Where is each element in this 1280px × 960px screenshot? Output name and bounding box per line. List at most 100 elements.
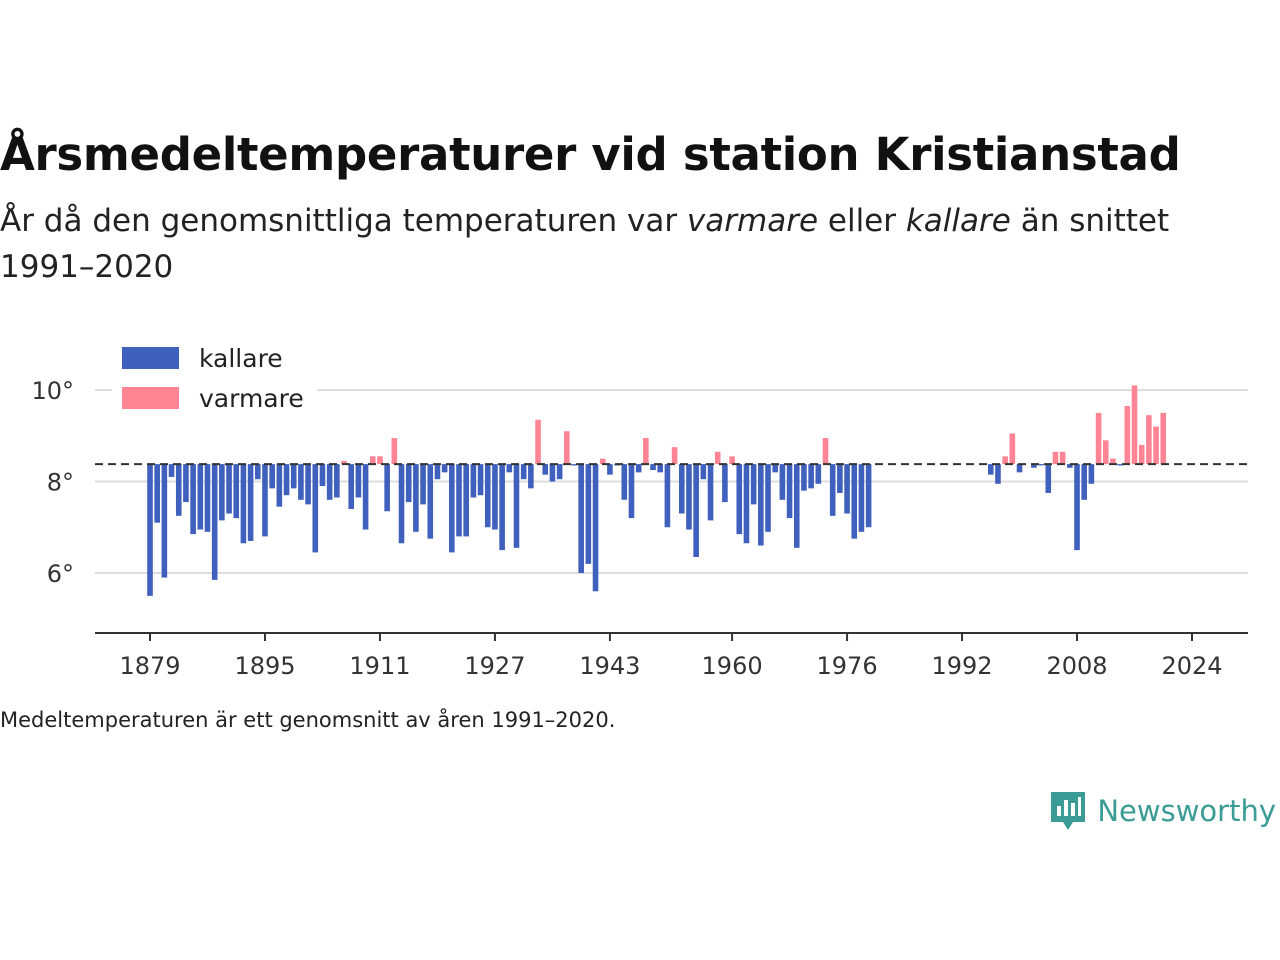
bar bbox=[197, 464, 204, 530]
bar bbox=[1074, 464, 1080, 551]
bar bbox=[1102, 440, 1109, 465]
bar bbox=[750, 464, 757, 505]
x-tick-label: 2024 bbox=[1161, 652, 1222, 680]
bar-chart: 6° 8° 10° 1879 1895 1911 1927 1943 1960 1976 1992 2… bbox=[31, 338, 1248, 680]
bar bbox=[729, 456, 735, 465]
bar bbox=[1016, 464, 1023, 473]
bar bbox=[686, 464, 692, 530]
bar bbox=[499, 464, 505, 551]
bar bbox=[815, 464, 822, 484]
bar bbox=[247, 464, 254, 541]
bar bbox=[722, 464, 728, 503]
bar bbox=[262, 464, 268, 537]
bar bbox=[585, 464, 592, 564]
footnote: Medeltemperaturen är ett genomsnitt av å… bbox=[0, 708, 616, 732]
bar bbox=[276, 464, 283, 507]
bar bbox=[650, 464, 656, 471]
legend-label-kallare: kallare bbox=[199, 344, 283, 373]
bar bbox=[592, 464, 599, 592]
bar bbox=[441, 464, 448, 473]
bar bbox=[599, 458, 606, 465]
bar bbox=[298, 464, 304, 500]
brand: Newsworthy bbox=[1049, 790, 1276, 832]
bar bbox=[1002, 456, 1008, 465]
bar bbox=[844, 464, 850, 514]
bar bbox=[312, 464, 319, 553]
bar bbox=[1160, 412, 1167, 465]
bar bbox=[1138, 444, 1145, 465]
bar bbox=[506, 464, 513, 473]
bar bbox=[657, 464, 664, 473]
bar bbox=[772, 464, 778, 473]
bar bbox=[535, 419, 541, 465]
bar bbox=[219, 464, 225, 521]
bar bbox=[470, 464, 477, 498]
bar bbox=[369, 456, 376, 465]
bar bbox=[240, 464, 247, 544]
newsworthy-logo-icon bbox=[1049, 790, 1087, 832]
bar bbox=[1067, 464, 1073, 468]
bar bbox=[1031, 464, 1037, 468]
bar bbox=[1146, 415, 1152, 465]
bar bbox=[233, 464, 240, 519]
bar bbox=[1059, 451, 1066, 465]
bar bbox=[858, 464, 865, 532]
bar bbox=[290, 464, 297, 489]
x-tick-label: 1895 bbox=[234, 652, 295, 680]
bar bbox=[822, 438, 829, 465]
bar bbox=[671, 447, 678, 465]
bar bbox=[865, 464, 872, 528]
bar bbox=[556, 464, 563, 480]
bar bbox=[707, 464, 714, 521]
bar bbox=[621, 464, 628, 500]
legend-swatch-varmare bbox=[122, 387, 179, 409]
bar bbox=[484, 464, 491, 528]
bar bbox=[1117, 464, 1123, 466]
bar bbox=[175, 464, 182, 516]
bar bbox=[456, 464, 462, 537]
bar bbox=[362, 464, 369, 530]
bar bbox=[635, 464, 642, 473]
x-tick-label: 1960 bbox=[702, 652, 763, 680]
brand-name: Newsworthy bbox=[1097, 794, 1276, 828]
bar bbox=[829, 464, 836, 516]
bar bbox=[736, 464, 743, 535]
x-tick-label: 1911 bbox=[349, 652, 410, 680]
bar bbox=[1124, 406, 1131, 465]
bar bbox=[413, 464, 419, 532]
bar bbox=[1131, 385, 1138, 465]
bar bbox=[492, 464, 498, 530]
bar bbox=[513, 464, 520, 548]
bar bbox=[477, 464, 484, 496]
bar bbox=[564, 431, 570, 465]
bar bbox=[1052, 451, 1059, 465]
bar bbox=[607, 464, 613, 475]
bar bbox=[1110, 458, 1116, 465]
y-tick-label: 10° bbox=[31, 377, 74, 405]
subtitle-part2: eller bbox=[818, 203, 906, 239]
bar bbox=[571, 464, 577, 466]
x-tick-label: 1927 bbox=[464, 652, 525, 680]
bar bbox=[1153, 426, 1159, 465]
bar bbox=[808, 464, 814, 489]
bar bbox=[1081, 464, 1088, 500]
bar bbox=[355, 464, 362, 498]
bar bbox=[427, 464, 434, 539]
subtitle-part1: År då den genomsnittliga temperaturen va… bbox=[0, 203, 687, 239]
bar bbox=[643, 438, 649, 465]
bar bbox=[190, 464, 196, 535]
bar bbox=[348, 464, 355, 509]
bar bbox=[391, 438, 398, 465]
bar bbox=[1045, 464, 1052, 493]
bar bbox=[449, 464, 455, 553]
bar bbox=[269, 464, 275, 489]
bar bbox=[578, 464, 584, 573]
x-tick-label: 1943 bbox=[579, 652, 640, 680]
bar bbox=[779, 464, 786, 500]
bar bbox=[226, 464, 232, 514]
bar bbox=[398, 464, 405, 544]
bar bbox=[851, 464, 858, 539]
legend-label-varmare: varmare bbox=[199, 384, 304, 413]
bar bbox=[420, 464, 426, 505]
x-tick-label: 2008 bbox=[1046, 652, 1107, 680]
